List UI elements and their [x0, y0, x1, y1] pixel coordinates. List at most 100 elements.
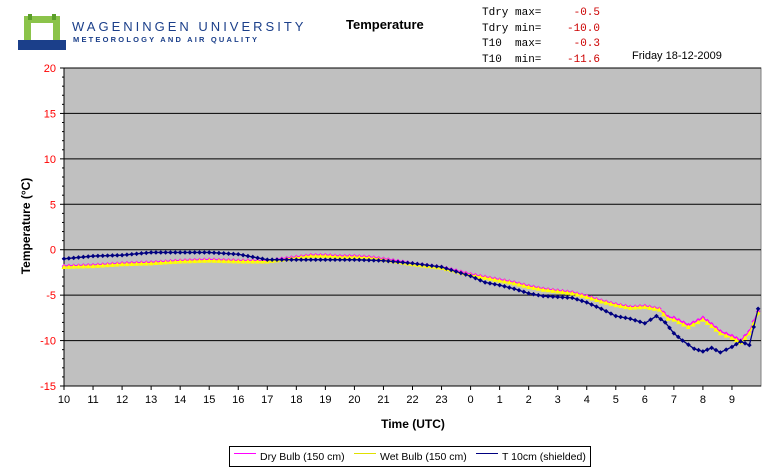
data-point	[661, 311, 667, 317]
data-point	[680, 338, 685, 343]
data-point	[289, 257, 294, 263]
data-point	[410, 261, 415, 266]
data-point	[637, 304, 643, 310]
data-point	[260, 256, 265, 262]
data-point	[623, 315, 628, 321]
data-point	[332, 254, 338, 259]
data-point	[603, 300, 609, 305]
department-name: METEOROLOGY AND AIR QUALITY	[73, 35, 260, 44]
data-point	[124, 261, 130, 267]
data-point	[642, 304, 648, 309]
data-point	[85, 254, 91, 259]
data-point	[654, 313, 659, 319]
stat-label: Tdry max=	[482, 7, 542, 19]
data-point	[100, 262, 106, 268]
data-point	[259, 259, 265, 264]
data-point	[294, 257, 299, 263]
x-tick-label: 10	[58, 394, 70, 406]
y-tick-label: 15	[44, 108, 56, 120]
stat-row: Tdry min= -10.0	[482, 22, 600, 38]
data-point	[535, 286, 541, 291]
data-point	[216, 258, 222, 263]
data-point	[221, 258, 227, 264]
data-point	[482, 280, 488, 285]
data-point	[713, 347, 719, 353]
data-point	[628, 316, 633, 322]
legend-swatch-t10	[476, 453, 498, 454]
data-point	[347, 254, 353, 259]
data-point	[632, 305, 638, 310]
legend-label-t10: T 10cm (shielded)	[502, 451, 586, 463]
data-point	[473, 275, 478, 281]
stat-row: Tdry max= -0.5	[482, 6, 600, 22]
data-point	[308, 253, 314, 259]
x-axis-label: Time (UTC)	[381, 417, 445, 431]
data-point	[109, 262, 115, 267]
data-point	[531, 291, 536, 297]
stat-value: -10.0	[566, 22, 600, 35]
data-point	[356, 257, 362, 263]
x-tick-label: 17	[261, 394, 273, 406]
data-point	[700, 349, 706, 354]
data-point	[163, 259, 169, 265]
data-point	[723, 333, 729, 338]
data-point	[148, 260, 154, 266]
stat-label: T10 min=	[482, 53, 542, 66]
data-point	[704, 320, 710, 325]
data-point	[356, 254, 362, 260]
data-point	[540, 293, 546, 299]
data-point	[487, 281, 493, 286]
data-point	[66, 256, 72, 261]
data-point	[390, 259, 396, 264]
data-point	[734, 341, 739, 347]
data-point	[279, 257, 285, 263]
data-point	[313, 257, 318, 263]
data-point	[100, 253, 106, 259]
data-point	[608, 311, 614, 316]
data-point	[569, 290, 575, 296]
data-point	[695, 319, 701, 325]
y-tick-label: 5	[50, 199, 56, 211]
data-point	[158, 260, 164, 265]
data-point	[700, 317, 706, 322]
data-point	[119, 252, 125, 258]
data-point	[690, 322, 696, 327]
data-point	[589, 295, 595, 301]
data-point	[226, 258, 232, 264]
data-point	[632, 317, 638, 323]
data-point	[284, 257, 289, 263]
data-point	[206, 250, 212, 255]
data-point	[197, 250, 202, 255]
data-point	[463, 272, 469, 277]
data-point	[66, 264, 72, 269]
data-point	[717, 330, 723, 336]
x-tick-label: 4	[584, 394, 590, 406]
data-point	[298, 257, 304, 263]
y-tick-label: -10	[40, 336, 56, 348]
data-point	[560, 294, 565, 300]
data-point	[658, 316, 664, 322]
x-tick-label: 12	[116, 394, 128, 406]
data-point	[167, 259, 173, 265]
x-tick-label: 16	[232, 394, 244, 406]
data-point	[163, 250, 168, 255]
stat-row: T10 min= -11.6	[482, 53, 600, 69]
data-point	[206, 258, 212, 263]
data-point	[61, 264, 67, 269]
data-point	[182, 258, 188, 264]
data-point	[526, 284, 532, 289]
data-point	[439, 264, 444, 270]
data-point	[245, 253, 251, 259]
legend-swatch-wet-bulb	[354, 453, 376, 454]
data-point	[569, 295, 575, 301]
data-point	[366, 255, 372, 260]
data-point	[361, 255, 367, 260]
data-point	[124, 252, 130, 258]
data-point	[95, 263, 101, 268]
data-point	[560, 289, 566, 295]
data-point	[458, 270, 464, 276]
data-point	[589, 302, 594, 307]
data-point	[704, 347, 710, 352]
data-point	[202, 250, 207, 255]
